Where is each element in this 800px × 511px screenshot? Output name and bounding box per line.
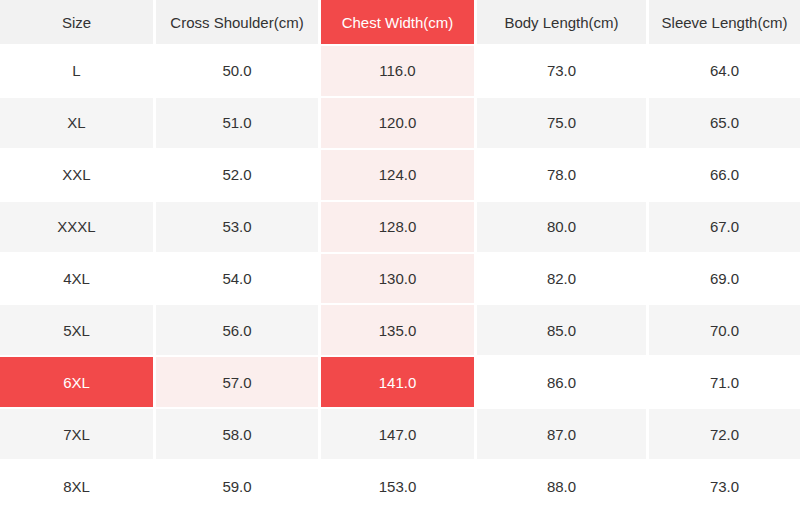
cross-shoulder-cell[interactable]: 54.0 (156, 254, 318, 304)
chest-width-cell[interactable]: 147.0 (321, 409, 474, 459)
body-length-cell[interactable]: 85.0 (477, 305, 646, 355)
chest-width-cell-selected[interactable]: 141.0 (321, 357, 474, 407)
sleeve-length-cell[interactable]: 70.0 (649, 305, 800, 355)
cross-shoulder-cell[interactable]: 56.0 (156, 305, 318, 355)
sleeve-length-cell[interactable]: 69.0 (649, 254, 800, 304)
column-header-cross-shoulder: Cross Shoulder(cm) (156, 0, 318, 44)
row-xxxl: XXXL 53.0 128.0 80.0 67.0 (0, 202, 800, 252)
size-cell-selected[interactable]: 6XL (0, 357, 153, 407)
row-7xl: 7XL 58.0 147.0 87.0 72.0 (0, 409, 800, 459)
size-cell[interactable]: XXL (0, 150, 153, 200)
header-row: Size Cross Shoulder(cm) Chest Width(cm) … (0, 0, 800, 44)
size-chart-table: Size Cross Shoulder(cm) Chest Width(cm) … (0, 0, 800, 511)
column-header-body-length: Body Length(cm) (477, 0, 646, 44)
body-length-cell[interactable]: 82.0 (477, 254, 646, 304)
size-cell[interactable]: 7XL (0, 409, 153, 459)
body-length-cell[interactable]: 73.0 (477, 46, 646, 96)
row-8xl: 8XL 59.0 153.0 88.0 73.0 (0, 461, 800, 511)
chest-width-cell[interactable]: 128.0 (321, 202, 474, 252)
sleeve-length-cell[interactable]: 64.0 (649, 46, 800, 96)
body-length-cell[interactable]: 75.0 (477, 98, 646, 148)
size-cell[interactable]: 8XL (0, 461, 153, 511)
chest-width-cell[interactable]: 135.0 (321, 305, 474, 355)
sleeve-length-cell[interactable]: 71.0 (649, 357, 800, 407)
row-4xl: 4XL 54.0 130.0 82.0 69.0 (0, 254, 800, 304)
row-6xl-selected: 6XL 57.0 141.0 86.0 71.0 (0, 357, 800, 407)
size-cell[interactable]: 4XL (0, 254, 153, 304)
cross-shoulder-cell[interactable]: 58.0 (156, 409, 318, 459)
column-header-chest-width: Chest Width(cm) (321, 0, 474, 44)
column-header-sleeve-length: Sleeve Length(cm) (649, 0, 800, 44)
row-l: L 50.0 116.0 73.0 64.0 (0, 46, 800, 96)
chest-width-cell[interactable]: 130.0 (321, 254, 474, 304)
body-length-cell[interactable]: 80.0 (477, 202, 646, 252)
sleeve-length-cell[interactable]: 65.0 (649, 98, 800, 148)
cross-shoulder-cell[interactable]: 59.0 (156, 461, 318, 511)
size-cell[interactable]: L (0, 46, 153, 96)
body-length-cell[interactable]: 88.0 (477, 461, 646, 511)
sleeve-length-cell[interactable]: 72.0 (649, 409, 800, 459)
body-length-cell[interactable]: 86.0 (477, 357, 646, 407)
chest-width-cell[interactable]: 116.0 (321, 46, 474, 96)
size-cell[interactable]: XL (0, 98, 153, 148)
row-5xl: 5XL 56.0 135.0 85.0 70.0 (0, 305, 800, 355)
chest-width-cell[interactable]: 153.0 (321, 461, 474, 511)
row-xxl: XXL 52.0 124.0 78.0 66.0 (0, 150, 800, 200)
body-length-cell[interactable]: 87.0 (477, 409, 646, 459)
cross-shoulder-cell[interactable]: 51.0 (156, 98, 318, 148)
cross-shoulder-cell[interactable]: 52.0 (156, 150, 318, 200)
chest-width-cell[interactable]: 120.0 (321, 98, 474, 148)
row-xl: XL 51.0 120.0 75.0 65.0 (0, 98, 800, 148)
cross-shoulder-cell[interactable]: 57.0 (156, 357, 318, 407)
sleeve-length-cell[interactable]: 67.0 (649, 202, 800, 252)
size-cell[interactable]: 5XL (0, 305, 153, 355)
sleeve-length-cell[interactable]: 66.0 (649, 150, 800, 200)
chest-width-cell[interactable]: 124.0 (321, 150, 474, 200)
body-length-cell[interactable]: 78.0 (477, 150, 646, 200)
sleeve-length-cell[interactable]: 73.0 (649, 461, 800, 511)
size-cell[interactable]: XXXL (0, 202, 153, 252)
column-header-size: Size (0, 0, 153, 44)
cross-shoulder-cell[interactable]: 50.0 (156, 46, 318, 96)
cross-shoulder-cell[interactable]: 53.0 (156, 202, 318, 252)
